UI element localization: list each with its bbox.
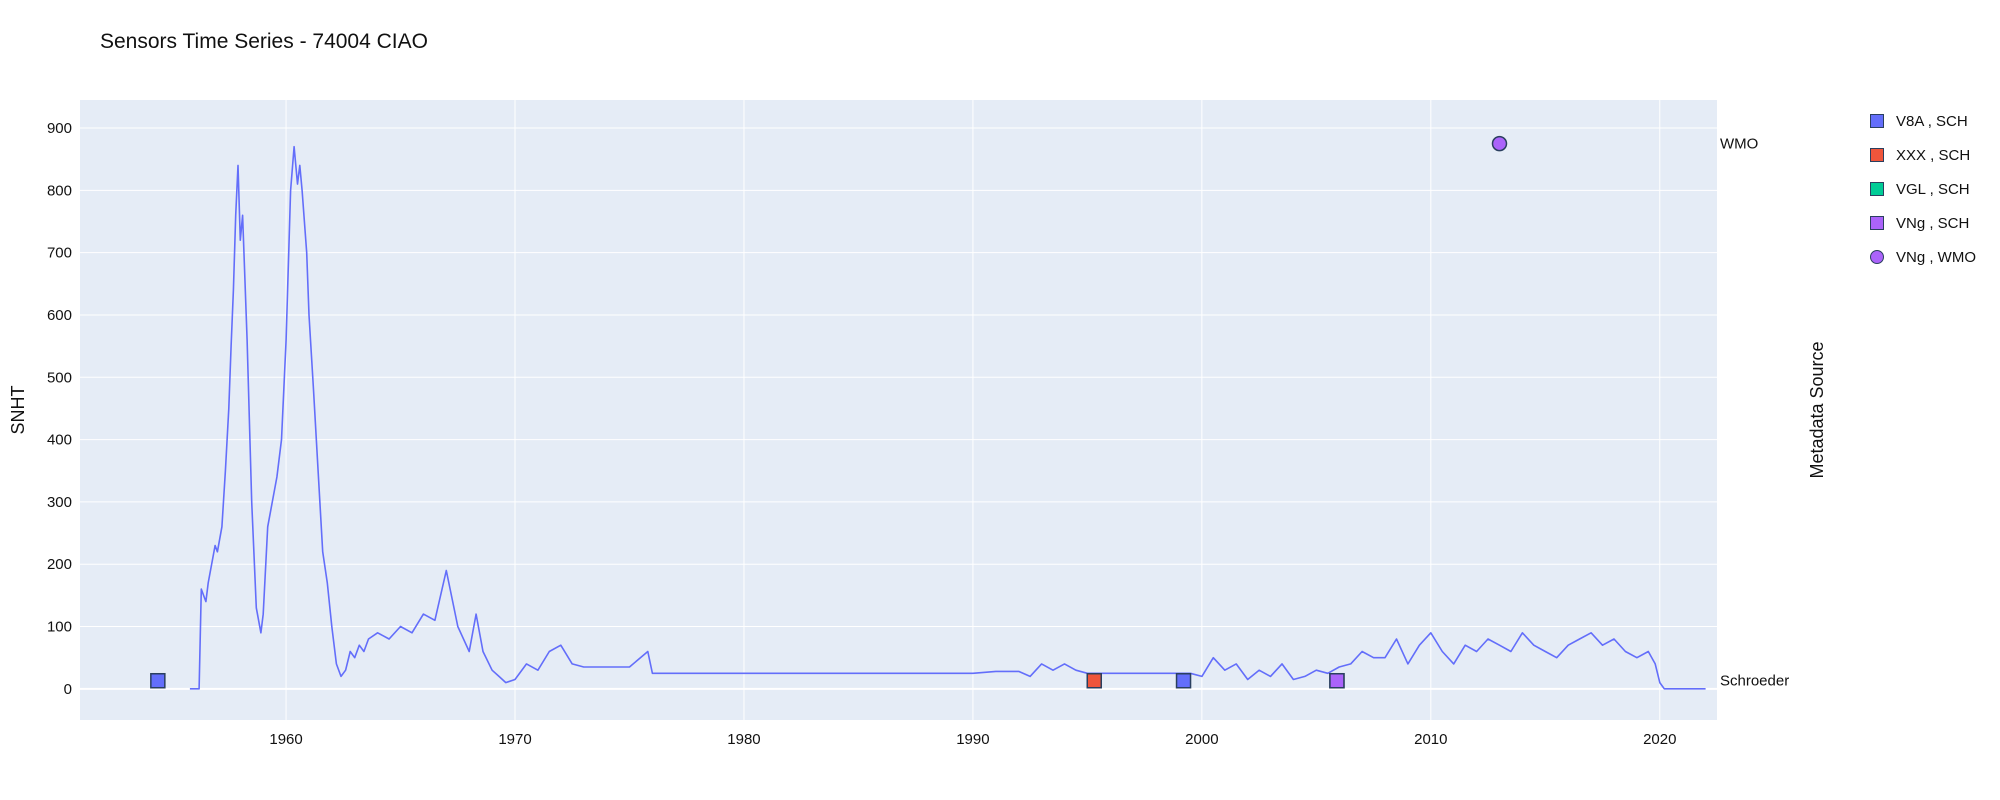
legend-label: VGL , SCH — [1896, 180, 1970, 198]
x-tick-label: 1960 — [269, 731, 302, 748]
legend-item[interactable]: VNg , SCH — [1866, 206, 1976, 240]
legend-item[interactable]: V8A , SCH — [1866, 104, 1976, 138]
x-tick-label: 2000 — [1185, 731, 1218, 748]
metadata-point-square[interactable] — [1329, 672, 1345, 689]
y-tick-label: 500 — [47, 369, 72, 386]
marker-layer — [150, 135, 1508, 689]
legend-label: V8A , SCH — [1896, 112, 1968, 130]
legend-item[interactable]: XXX , SCH — [1866, 138, 1976, 172]
legend-item[interactable]: VNg , WMO — [1866, 240, 1976, 274]
legend-label: XXX , SCH — [1896, 146, 1971, 164]
y-tick-label: 800 — [47, 182, 72, 199]
metadata-point-circle[interactable] — [1491, 135, 1508, 152]
plot-background — [80, 100, 1717, 720]
legend-label: VNg , WMO — [1896, 248, 1977, 266]
legend-circle-icon — [1870, 250, 1884, 264]
legend-square-icon — [1870, 182, 1884, 196]
x-tick-label: 2010 — [1414, 731, 1447, 748]
grid-layer — [80, 100, 1717, 720]
x-tick-label: 1990 — [956, 731, 989, 748]
x-tick-labels: 1960 1970 1980 1990 2000 2010 2020 — [269, 731, 1676, 748]
y-tick-label: 600 — [47, 307, 72, 324]
legend-label: VNg , SCH — [1896, 214, 1970, 232]
legend-square-icon — [1870, 216, 1884, 230]
y-tick-label: 300 — [47, 494, 72, 511]
legend-item[interactable]: VGL , SCH — [1866, 172, 1976, 206]
y-tick-label: 200 — [47, 556, 72, 573]
right-labels: WMO Schroeder — [1720, 136, 1789, 690]
metadata-point-square[interactable] — [150, 672, 166, 689]
metadata-point-square[interactable] — [1086, 672, 1103, 689]
chart-title: Sensors Time Series - 74004 CIAO — [100, 30, 428, 53]
y-tick-label: 400 — [47, 432, 72, 449]
legend[interactable]: V8A , SCH XXX , SCH VGL , SCH VNg , SCH VNg … — [1866, 104, 1976, 274]
right-axis-label: Schroeder — [1720, 673, 1789, 690]
y-axis-title: SNHT — [8, 385, 28, 434]
metadata-point-square[interactable] — [1175, 672, 1192, 689]
y-tick-label: 100 — [47, 619, 72, 636]
x-tick-label: 1980 — [727, 731, 760, 748]
right-axis-label: WMO — [1720, 136, 1758, 153]
snht-series-line — [189, 145, 1706, 690]
x-tick-label: 2020 — [1643, 731, 1676, 748]
y-tick-label: 900 — [47, 120, 72, 137]
x-tick-label: 1970 — [498, 731, 531, 748]
y2-axis-title: Metadata Source — [1807, 341, 1827, 478]
series-layer — [189, 145, 1706, 690]
y-tick-label: 700 — [47, 245, 72, 262]
y-tick-label: 0 — [64, 681, 72, 698]
legend-square-icon — [1870, 148, 1884, 162]
legend-square-icon — [1870, 114, 1884, 128]
y-tick-labels: 0 100 200 300 400 500 600 700 800 900 — [47, 120, 72, 698]
